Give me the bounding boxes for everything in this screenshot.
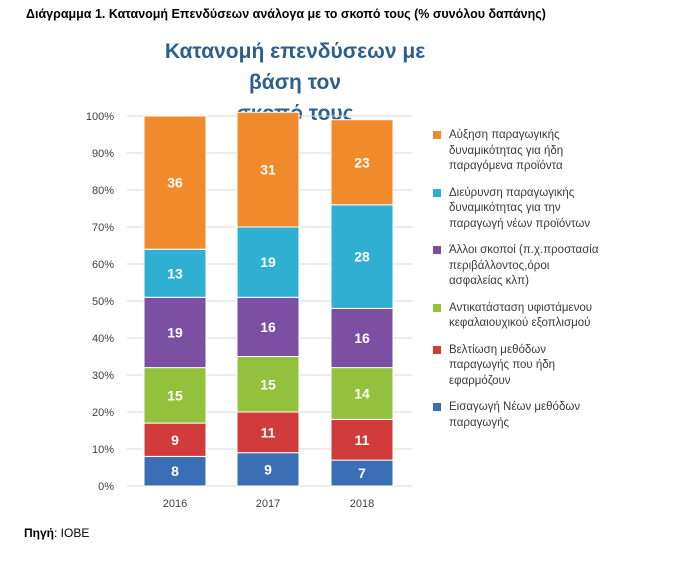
legend-item: Αντικατάσταση υφιστάμενου κεφαλαιουχικού …	[433, 301, 673, 332]
x-tick-label: 2016	[163, 498, 187, 510]
data-label: 16	[354, 330, 370, 346]
data-label: 15	[260, 376, 276, 392]
legend-label-line: εφαρμόζουν	[449, 374, 511, 387]
data-label: 15	[167, 387, 183, 403]
bar-segment	[143, 367, 207, 424]
bar-segment	[330, 367, 394, 420]
legend-item: Άλλοι σκοποί (π.χ.προστασία περιβάλλοντος…	[433, 243, 673, 290]
legend-swatch	[433, 303, 441, 312]
legend-label-line: δυναμικότητας για ήδη	[449, 144, 564, 157]
y-tick-label: 100%	[86, 111, 114, 123]
y-tick-label: 50%	[92, 296, 114, 308]
chart-title-line-1: Κατανομή επενδύσεων με βάση τον	[164, 40, 426, 94]
y-tick-label: 70%	[92, 222, 114, 234]
y-tick-label: 30%	[92, 370, 114, 382]
legend-label-line: περιβάλλοντος,όροι	[449, 259, 550, 272]
x-tick-label: 2018	[350, 498, 374, 510]
data-label: 8	[171, 463, 179, 479]
legend-swatch	[433, 246, 441, 254]
data-label: 9	[264, 461, 272, 477]
legend-label-line: Αντικατάσταση υφιστάμενου	[449, 301, 593, 314]
data-label: 28	[354, 249, 370, 265]
legend-label-line: Αύξηση παραγωγικής	[449, 129, 560, 141]
source-note: Πηγή: ΙΟΒΕ	[24, 526, 89, 540]
bar-segment	[236, 452, 300, 487]
data-label: 31	[260, 162, 276, 178]
bar-segment	[143, 248, 207, 298]
y-tick-label: 40%	[92, 333, 114, 345]
legend-label-line: παραγωγής	[449, 416, 510, 429]
bar-segment	[330, 119, 394, 206]
chart-legend: Αύξηση παραγωγικής δυναμικότητας για ήδη π…	[433, 128, 673, 442]
source-label: Πηγή	[24, 526, 54, 540]
y-tick-label: 60%	[92, 259, 114, 271]
data-label: 16	[260, 319, 276, 335]
bar-segment	[330, 459, 394, 487]
bar-segment	[143, 296, 207, 369]
y-tick-label: 80%	[92, 185, 114, 197]
bar-segment	[236, 111, 300, 228]
data-label: 36	[167, 175, 183, 191]
bar-segment	[330, 307, 394, 369]
legend-label-line: παραγωγή νέων προϊόντων	[449, 217, 591, 230]
legend-label-line: Εισαγωγή Νέων μεθόδων	[449, 401, 581, 413]
y-tick-label: 0%	[98, 481, 114, 493]
legend-label-line: Άλλοι σκοποί (π.χ.προστασία	[449, 244, 599, 256]
legend-label-line: Βελτίωση μεθόδων	[449, 343, 546, 356]
legend-swatch	[433, 403, 441, 411]
legend-item: Αύξηση παραγωγικής δυναμικότητας για ήδη π…	[433, 128, 673, 175]
figure-caption: Διάγραμμα 1. Κατανομή Επενδύσεων ανάλογα…	[26, 7, 546, 21]
legend-label-line: Διεύρυνση παραγωγικής	[449, 186, 575, 199]
legend-label-line: δυναμικότητας για την	[449, 202, 561, 214]
source-text: : ΙΟΒΕ	[54, 526, 90, 540]
legend-swatch	[433, 345, 441, 354]
y-tick-label: 10%	[92, 444, 114, 456]
legend-item: Διεύρυνση παραγωγικής δυναμικότητας για τ…	[433, 186, 673, 233]
bar-segment	[143, 455, 207, 487]
data-label: 14	[354, 386, 370, 402]
legend-item: Εισαγωγή Νέων μεθόδων παραγωγής	[433, 400, 673, 431]
data-label: 13	[167, 265, 183, 281]
y-tick-label: 90%	[92, 148, 114, 160]
legend-item: Βελτίωση μεθόδων παραγωγής που ήδη εφαρμόζ…	[433, 343, 673, 390]
bar-segment	[236, 356, 300, 413]
legend-label-line: παραγωγής που ήδη	[449, 359, 556, 371]
data-label: 19	[167, 324, 183, 340]
legend-label-line: ασφαλείας κλπ)	[449, 275, 529, 287]
bar-segment	[330, 418, 394, 461]
data-label: 9	[171, 432, 179, 448]
data-label: 23	[354, 154, 370, 170]
bar-segment	[236, 411, 300, 454]
bar-segment	[236, 296, 300, 357]
legend-label-line: παραγόμενα προϊόντα	[449, 160, 563, 172]
legend-swatch	[433, 131, 441, 139]
x-tick-label: 2017	[256, 498, 280, 510]
data-label: 11	[355, 432, 370, 448]
data-label: 19	[260, 254, 276, 270]
data-label: 11	[261, 424, 276, 440]
bar-segment	[143, 115, 207, 250]
data-label: 7	[358, 465, 366, 481]
legend-label-line: κεφαλαιουχικού εξοπλισμού	[449, 317, 591, 329]
y-tick-label: 20%	[92, 407, 114, 419]
bar-segment	[236, 226, 300, 298]
legend-swatch	[433, 188, 441, 197]
